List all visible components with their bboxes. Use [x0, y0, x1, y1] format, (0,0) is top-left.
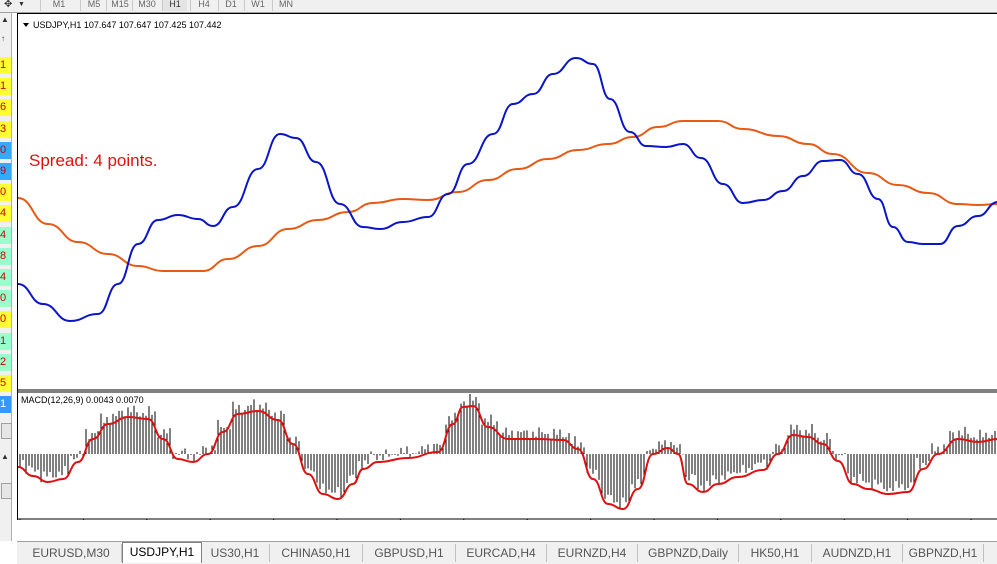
timeframe-w1[interactable]: W1	[244, 0, 271, 11]
price-line	[17, 56, 997, 323]
indicator-swatch[interactable]: 1	[0, 332, 11, 350]
timeframe-m1[interactable]: M1	[40, 0, 77, 11]
macd-signal-line	[17, 404, 997, 511]
indicator-swatch[interactable]: 1	[0, 57, 11, 74]
scroll-up-icon[interactable]: ▲	[1, 452, 9, 461]
indicator-swatch[interactable]: 0	[0, 311, 11, 329]
panel-scrollbar-upper[interactable]	[1, 423, 12, 439]
chart-frame[interactable]: USDJPY,H1 107.647 107.647 107.425 107.44…	[17, 13, 997, 534]
macd-header-text: MACD(12,26,9) 0.0043 0.0070	[21, 395, 144, 405]
indicator-swatch[interactable]: 1	[0, 78, 11, 96]
chart-canvas[interactable]: USDJPY,H1 107.647 107.647 107.425 107.44…	[17, 14, 997, 534]
indicator-swatch[interactable]: 0	[0, 290, 11, 308]
left-side-panel: ▲ ↑ 1 1 6 3 0 9 0 4 4 8 4 0 0 1 2 5 1 ▲	[0, 13, 12, 541]
tab-hk50-h1[interactable]: HK50,H1	[739, 544, 812, 562]
tab-eurnzd-h4[interactable]: EURNZD,H4	[547, 544, 638, 562]
tab-eurusd-m30[interactable]: EURUSD,M30	[21, 544, 122, 562]
spread-annotation: Spread: 4 points.	[29, 151, 158, 170]
panel-scrollbar-lower[interactable]	[1, 483, 12, 499]
indicator-swatch[interactable]: 6	[0, 99, 11, 117]
scroll-icon[interactable]: ↑	[1, 34, 5, 43]
indicator-swatch[interactable]: 4	[0, 226, 11, 244]
chart-tabs-bar: EURUSD,M30 USDJPY,H1 US30,H1 CHINA50,H1 GBPU…	[17, 541, 997, 564]
moving-average-line	[17, 120, 997, 273]
indicator-swatch[interactable]: 1	[0, 396, 11, 414]
indicator-swatch[interactable]: 0	[0, 141, 11, 159]
timeframe-d1[interactable]: D1	[218, 0, 243, 11]
timeframe-m15[interactable]: M15	[106, 0, 133, 11]
collapse-triangle-icon[interactable]	[23, 23, 29, 27]
tab-gbpnzd-daily[interactable]: GBPNZD,Daily	[638, 544, 739, 562]
tab-us30-h1[interactable]: US30,H1	[201, 544, 270, 562]
tab-audnzd-h1[interactable]: AUDNZD,H1	[812, 544, 903, 562]
timeframe-m30[interactable]: M30	[132, 0, 161, 11]
timeframe-mn[interactable]: MN	[272, 0, 299, 11]
indicator-swatch[interactable]: 8	[0, 247, 11, 265]
main-chart-header: USDJPY,H1 107.647 107.647 107.425 107.44…	[23, 20, 222, 30]
indicator-swatch[interactable]: 9	[0, 163, 11, 180]
tab-china50-h1[interactable]: CHINA50,H1	[270, 544, 363, 562]
chart-background	[18, 14, 997, 520]
timeframe-m5[interactable]: M5	[80, 0, 107, 11]
timeframe-h1[interactable]: H1	[162, 0, 187, 11]
indicator-swatch[interactable]: 0	[0, 184, 11, 202]
indicator-swatch[interactable]: 3	[0, 120, 11, 138]
dropdown-arrow-icon[interactable]: ▼	[18, 1, 25, 8]
crosshair-icon[interactable]: ✥	[4, 0, 13, 10]
indicator-swatch[interactable]: 4	[0, 205, 11, 223]
indicator-swatch[interactable]: 4	[0, 269, 11, 286]
tab-gbpusd-h1[interactable]: GBPUSD,H1	[363, 544, 456, 562]
timeframe-h4[interactable]: H4	[190, 0, 217, 11]
indicator-swatch[interactable]: 2	[0, 353, 11, 371]
tab-usdjpy-h1[interactable]: USDJPY,H1	[122, 542, 202, 563]
tab-gbpnzd-h1[interactable]: GBPNZD,H1	[903, 544, 984, 562]
tab-eurcad-h4[interactable]: EURCAD,H4	[456, 544, 547, 562]
indicator-swatch[interactable]: 5	[0, 375, 11, 392]
timeframe-toolbar: ✥ ▼ M1 M5 M15 M30 H1 H4 D1 W1 MN	[0, 0, 997, 13]
up-arrow-icon[interactable]: ▲	[1, 15, 9, 24]
main-chart-header-text: USDJPY,H1 107.647 107.647 107.425 107.44…	[33, 20, 222, 30]
